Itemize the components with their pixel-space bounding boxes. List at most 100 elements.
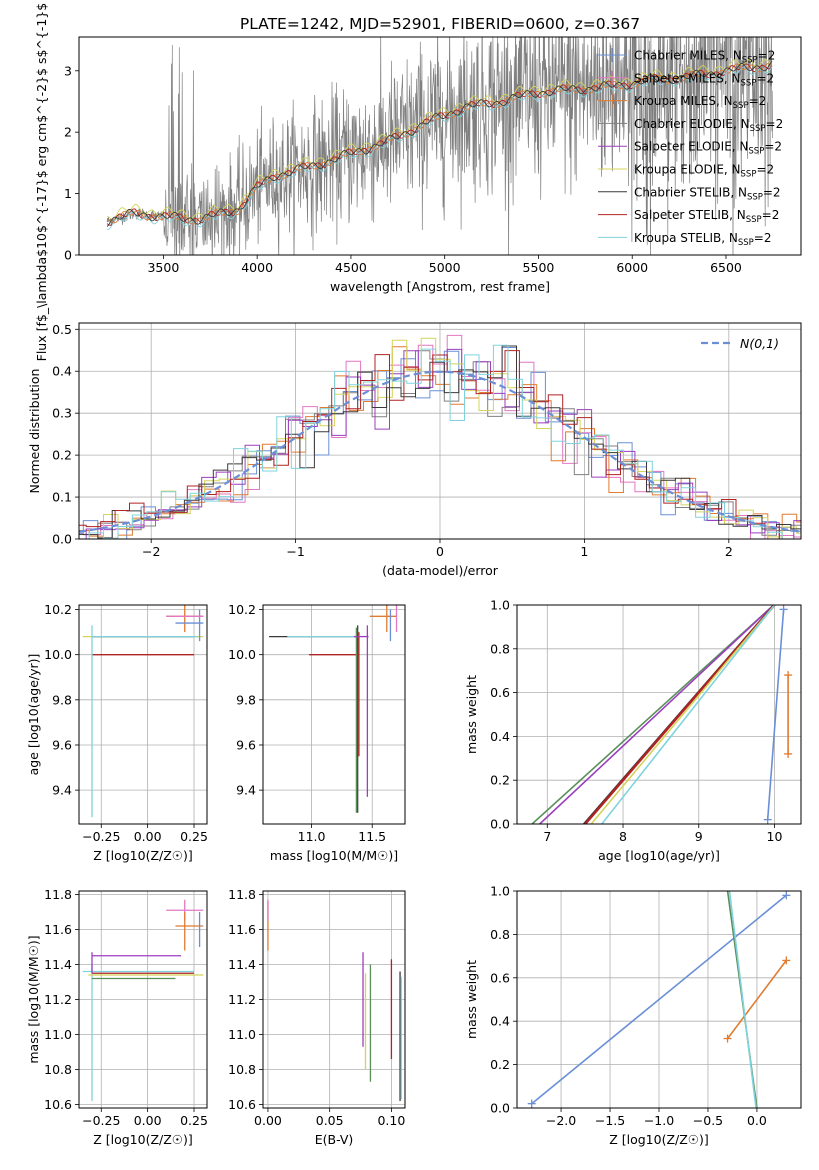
mw-line-0 xyxy=(766,609,785,820)
x-axis-label: Z [log10(Z/Z☉)] xyxy=(93,848,193,863)
legend-label-sub: SSP xyxy=(738,238,754,248)
x-tick-label: −1.5 xyxy=(595,1113,625,1128)
y-tick-label: 2 xyxy=(64,125,72,140)
legend-label: Chabrier MILES, NSSP=2 xyxy=(634,49,775,66)
y-axis-label: Normed distribution xyxy=(27,369,42,494)
legend-label-sub: SSP xyxy=(741,78,757,88)
y-axis-label: Flux [f$_\lambda$10$^{-17}$ erg cm$^{-2}… xyxy=(34,0,49,361)
y-tick-label: 0.4 xyxy=(490,1014,510,1029)
plot-layer: 3500 4000 4500 5000 5500 6000 6500 0 1 2 3 waveleng… xyxy=(26,0,802,1147)
x-tick-label: 2 xyxy=(725,544,733,559)
legend-label-main: Chabrier ELODIE, N xyxy=(634,117,750,131)
grid xyxy=(517,604,801,825)
legend-label-sub: SSP xyxy=(748,147,764,157)
axes-massweight_vs_age: 7 8 9 10 0.0 0.2 0.4 0.6 0.8 1.0 age [log10(age/yr… xyxy=(464,598,802,863)
x-tick-label: 0.25 xyxy=(180,829,208,844)
legend-label-main: Kroupa STELIB, N xyxy=(634,231,738,245)
plot-area xyxy=(531,605,793,824)
legend-normal-label: N(0,1) xyxy=(740,336,779,351)
mw-line-2 xyxy=(531,605,775,824)
y-tick-label: 1 xyxy=(64,186,72,201)
model-line-kroupa-elodie xyxy=(106,59,773,220)
legend-label-main: Chabrier MILES, N xyxy=(634,49,742,63)
legend-label: Salpeter STELIB, NSSP=2 xyxy=(634,208,779,225)
x-tick-label: 10 xyxy=(767,829,783,844)
legend-label-suffix: =2 xyxy=(758,49,776,63)
hist-kroupa-elodie xyxy=(79,337,801,539)
y-tick-label: 11.4 xyxy=(228,957,256,972)
grid xyxy=(79,891,207,1108)
y-tick-label: 10.6 xyxy=(228,1097,256,1112)
y-tick-label: 3 xyxy=(64,63,72,78)
x-axis-label: Z [log10(Z/Z☉)] xyxy=(93,1132,193,1147)
y-tick-label: 11.2 xyxy=(228,992,256,1007)
axes-frame xyxy=(262,890,406,1109)
model-line-chabrier-stelib xyxy=(106,61,773,227)
err-chabrier-miles xyxy=(175,609,204,642)
axes-frame xyxy=(262,604,406,825)
y-tick-label: 10.8 xyxy=(44,1062,72,1077)
figure-title: PLATE=1242, MJD=52901, FIBERID=0600, z=0… xyxy=(240,15,640,33)
x-tick-label: −0.25 xyxy=(82,829,120,844)
legend-label-main: Salpeter ELODIE, N xyxy=(634,140,748,154)
y-tick-label: 0.0 xyxy=(52,532,72,547)
model-line-salpeter-stelib xyxy=(106,63,773,226)
x-tick-label: 1 xyxy=(580,544,588,559)
y-tick-label: 1.0 xyxy=(490,598,510,613)
legend-label-sub: SSP xyxy=(741,170,757,180)
hist-salpeter-stelib xyxy=(79,350,801,539)
y-tick-label: 0 xyxy=(64,248,72,263)
legend-label-suffix: =2 xyxy=(762,208,780,222)
y-tick-label: 9.4 xyxy=(52,783,72,798)
y-tick-label: 11.4 xyxy=(44,957,72,972)
grid xyxy=(263,605,405,824)
y-tick-label: 11.6 xyxy=(44,922,72,937)
x-tick-label: 0 xyxy=(436,544,444,559)
mw-line-7 xyxy=(601,605,776,824)
plot-area xyxy=(267,899,402,1101)
y-tick-label: 10.2 xyxy=(228,602,256,617)
x-tick-label: 7 xyxy=(543,829,551,844)
y-tick-label: 0.5 xyxy=(52,322,72,337)
legend-label: Kroupa MILES, NSSP=2 xyxy=(634,94,766,111)
plot-area xyxy=(79,334,801,539)
legend-label-main: Kroupa ELODIE, N xyxy=(634,163,741,177)
y-axis-label: mass weight xyxy=(464,960,479,1039)
plot-area xyxy=(527,891,791,1108)
y-tick-label: 10.8 xyxy=(228,1062,256,1077)
plot-area xyxy=(269,605,398,813)
axes-frame xyxy=(516,890,802,1109)
axes-mass_vs_ebv: 0.00 0.05 0.10 10.6 10.8 11.0 11.2 11.4 11.6 11.8… xyxy=(228,887,406,1147)
axes-mass_vs_Z: −0.25 0.00 0.25 10.6 10.8 11.0 11.2 11.4 11.6 11.… xyxy=(26,887,208,1147)
x-tick-label: −2 xyxy=(142,544,160,559)
err-kroupa-miles xyxy=(175,912,204,951)
legend-label: Chabrier ELODIE, NSSP=2 xyxy=(634,117,783,134)
legend-label-sub: SSP xyxy=(742,56,758,66)
x-axis-label: Z [log10(Z/Z☉)] xyxy=(609,1132,709,1147)
legend-label-suffix: =2 xyxy=(754,231,772,245)
legend-label-suffix: =2 xyxy=(749,94,767,108)
y-tick-label: 0.6 xyxy=(490,685,510,700)
x-tick-label: −1.0 xyxy=(644,1113,674,1128)
grid xyxy=(263,891,405,1108)
x-axis-label: mass [log10(M/M☉)] xyxy=(270,848,398,863)
y-tick-label: 10.0 xyxy=(228,647,256,662)
x-tick-label: −2.0 xyxy=(546,1113,576,1128)
err-salpeter-elodie xyxy=(354,625,369,797)
y-tick-label: 0.8 xyxy=(490,927,510,942)
axes-spectrum: 3500 4000 4500 5000 5500 6000 6500 0 1 2 3 waveleng… xyxy=(34,0,802,361)
x-tick-label: 6000 xyxy=(616,260,648,275)
x-tick-label: 5500 xyxy=(523,260,555,275)
y-tick-label: 0.1 xyxy=(52,490,72,505)
x-tick-label: 8 xyxy=(619,829,627,844)
axes-massweight_vs_Z: −2.0 −1.5 −1.0 −0.5 0.0 0.0 0.2 0.4 0.6 0.8 1.0 Z [… xyxy=(464,884,802,1147)
legend-label-sub: SSP xyxy=(733,101,749,111)
y-tick-label: 10.2 xyxy=(44,602,72,617)
err-kroupa-stelib xyxy=(82,964,195,1101)
axes-age_vs_Z: −0.25 0.00 0.25 9.4 9.6 9.8 10.0 10.2 Z [log10(Z… xyxy=(26,602,208,863)
x-tick-label: 11.0 xyxy=(298,829,326,844)
legend-label: Salpeter ELODIE, NSSP=2 xyxy=(634,140,782,157)
axes-frame xyxy=(78,604,208,825)
plot-area xyxy=(82,899,204,1101)
